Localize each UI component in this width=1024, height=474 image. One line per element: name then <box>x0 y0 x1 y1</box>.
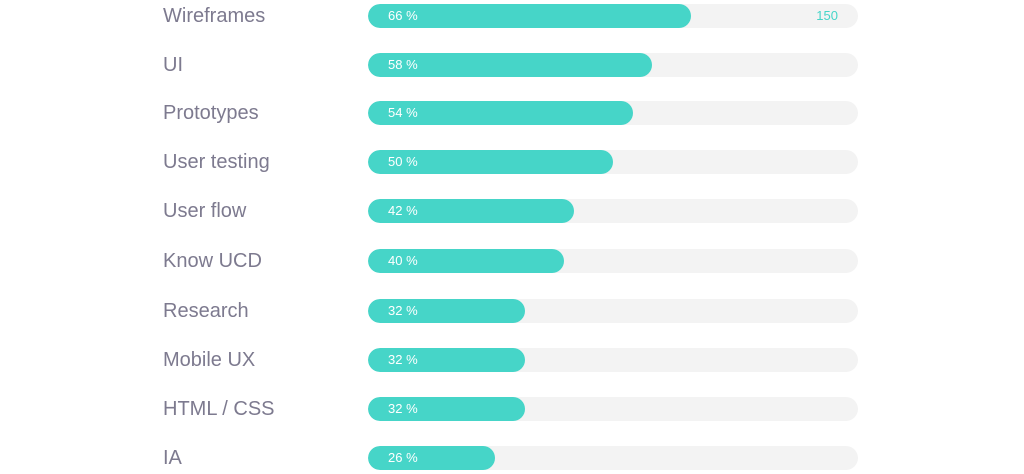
category-label: Know UCD <box>163 250 262 272</box>
value-label: 32 % <box>388 303 418 318</box>
value-label: 54 % <box>388 105 418 120</box>
bar-row: HTML / CSS 32 % <box>0 396 1024 422</box>
bar-fill: 54 % <box>368 101 633 125</box>
bar-row: User testing 50 % <box>0 149 1024 175</box>
value-label: 32 % <box>388 401 418 416</box>
bar-track: 42 % <box>368 199 858 223</box>
category-label: User testing <box>163 151 270 173</box>
bar-row: Know UCD 40 % <box>0 248 1024 274</box>
category-label: Research <box>163 300 249 322</box>
bar-track: 54 % <box>368 101 858 125</box>
category-label: UI <box>163 54 183 76</box>
bar-fill: 32 % <box>368 397 525 421</box>
bar-track: 26 % <box>368 446 858 470</box>
value-label: 50 % <box>388 154 418 169</box>
category-label: Wireframes <box>163 5 266 27</box>
category-label: Prototypes <box>163 102 259 124</box>
bar-row: Research 32 % <box>0 298 1024 324</box>
bar-track: 66 % 150 <box>368 4 858 28</box>
bar-track: 32 % <box>368 348 858 372</box>
bar-fill: 42 % <box>368 199 574 223</box>
annotation-label: 150 <box>816 8 838 23</box>
bar-fill: 32 % <box>368 299 525 323</box>
bar-row: UI 58 % <box>0 52 1024 78</box>
bar-row: IA 26 % <box>0 445 1024 471</box>
category-label: Mobile UX <box>163 349 256 371</box>
bar-fill: 50 % <box>368 150 613 174</box>
bar-row: User flow 42 % <box>0 198 1024 224</box>
bar-fill: 26 % <box>368 446 495 470</box>
bar-fill: 32 % <box>368 348 525 372</box>
value-label: 32 % <box>388 352 418 367</box>
value-label: 58 % <box>388 57 418 72</box>
bar-track: 40 % <box>368 249 858 273</box>
category-label: IA <box>163 447 182 469</box>
value-label: 66 % <box>388 8 418 23</box>
value-label: 40 % <box>388 253 418 268</box>
bar-fill: 58 % <box>368 53 652 77</box>
bar-track: 32 % <box>368 299 858 323</box>
value-label: 42 % <box>388 203 418 218</box>
bar-row: Prototypes 54 % <box>0 100 1024 126</box>
bar-fill: 40 % <box>368 249 564 273</box>
value-label: 26 % <box>388 450 418 465</box>
category-label: User flow <box>163 200 247 222</box>
category-label: HTML / CSS <box>163 398 275 420</box>
bar-row: Mobile UX 32 % <box>0 347 1024 373</box>
bar-track: 32 % <box>368 397 858 421</box>
bar-track: 58 % <box>368 53 858 77</box>
bar-row: Wireframes 66 % 150 <box>0 3 1024 29</box>
bar-track: 50 % <box>368 150 858 174</box>
bar-fill: 66 % <box>368 4 691 28</box>
